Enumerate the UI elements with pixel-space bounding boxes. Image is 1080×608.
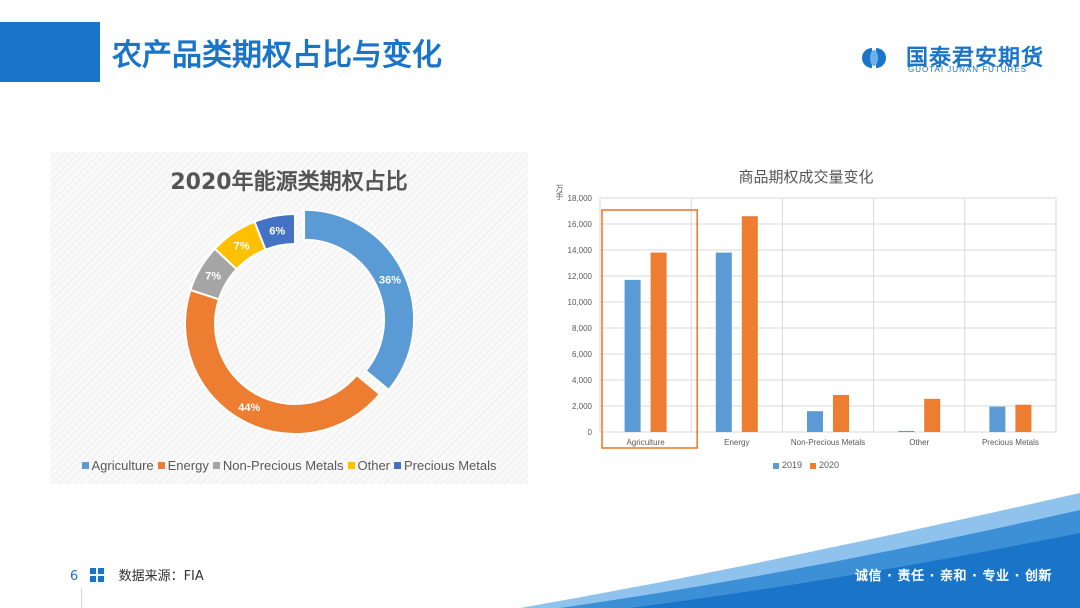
title-accent-bar — [0, 22, 100, 82]
legend-swatch — [212, 462, 220, 470]
bar-chart-panel: 商品期权成交量变化 万手 0 2,000 4,000 6,000 8,000 10,000… — [546, 158, 1066, 478]
bar-2020-non-precious-metals — [833, 394, 849, 432]
legend-label: Non-Precious Metals — [222, 458, 344, 473]
legend-item: 2020 — [810, 460, 839, 470]
donut-slice-energy — [184, 288, 382, 435]
y-tick-label: 10,000 — [568, 298, 593, 307]
footer-divider — [81, 588, 82, 608]
y-tick-label: 18,000 — [568, 194, 593, 203]
bar-2019-non-precious-metals — [807, 411, 823, 432]
legend-label: Energy — [167, 458, 209, 473]
legend-item: 2019 — [772, 460, 802, 470]
donut-data-label: 7% — [205, 271, 221, 283]
source-text: 数据来源：FIA — [118, 569, 204, 584]
legend-swatch — [347, 462, 355, 470]
donut-slice-agriculture — [303, 208, 416, 392]
donut-chart: 36% 44% 7% 7% 6% — [184, 208, 416, 435]
y-tick-label: 14,000 — [568, 246, 593, 255]
footer-wave-decoration — [520, 493, 1080, 608]
x-tick-label: Energy — [724, 438, 749, 447]
legend-label: 2019 — [781, 460, 802, 470]
donut-data-label: 6% — [269, 226, 285, 238]
y-tick-label: 16,000 — [568, 220, 593, 229]
legend-swatch — [394, 462, 402, 470]
bar-2019-energy — [715, 252, 732, 432]
bar-2020-other — [924, 398, 941, 432]
y-tick-label: 4,000 — [572, 376, 593, 385]
donut-slice-precious-metals — [253, 212, 296, 251]
x-tick-label: Agriculture — [626, 438, 665, 447]
bar-2019-agriculture — [624, 279, 641, 432]
legend-label: Precious Metals — [404, 458, 497, 473]
legend-label: Other — [357, 458, 391, 473]
page-number: 6 — [70, 569, 79, 584]
bar-2020-agriculture — [650, 252, 667, 432]
donut-data-label: 36% — [379, 274, 401, 286]
donut-chart-title: 2020年能源类期权占比 — [170, 170, 408, 195]
legend-item: Precious Metals — [394, 458, 497, 473]
y-tick-label: 6,000 — [572, 350, 593, 359]
logo-subtitle: GUOTAI JUNAN FUTURES — [908, 65, 1027, 74]
legend-swatch — [81, 462, 89, 470]
donut-data-label: 44% — [238, 402, 260, 414]
bar-2020-precious-metals — [1015, 404, 1032, 432]
highlight-box — [601, 209, 698, 449]
legend-label: 2020 — [819, 460, 840, 470]
footer-slogan: 诚信 · 责任 · 亲和 · 专业 · 创新 — [855, 569, 1052, 584]
y-tick-label: 8,000 — [572, 324, 593, 333]
gtja-logo-icon — [862, 48, 886, 68]
legend-item: Other — [347, 458, 391, 473]
company-logo: 国泰君安期货 GUOTAI JUNAN FUTURES — [860, 40, 1050, 76]
x-tick-label: Other — [909, 438, 929, 447]
legend-item: Energy — [157, 458, 209, 473]
donut-legend: Agriculture Energy Non-Precious Metals Othe… — [50, 458, 528, 473]
legend-swatch — [810, 462, 816, 469]
page-title: 农产品类期权占比与变化 — [112, 38, 442, 73]
footer-source: 6 数据来源：FIA — [70, 565, 204, 584]
legend-label: Agriculture — [91, 458, 154, 473]
y-tick-label: 12,000 — [568, 272, 593, 281]
donut-data-label: 7% — [234, 240, 250, 252]
bar-2020-energy — [741, 216, 758, 432]
bar-chart-title: 商品期权成交量变化 — [738, 168, 874, 186]
grid-icon — [90, 567, 105, 582]
legend-item: Non-Precious Metals — [212, 458, 344, 473]
bar-2019-other — [898, 430, 915, 432]
legend-item: Agriculture — [81, 458, 154, 473]
donut-chart-panel: 2020年能源类期权占比 36% 44% 7% 7% 6% Agriculture Ene… — [50, 152, 528, 484]
logo-name: 国泰君安期货 — [906, 46, 1045, 71]
bar-2019-precious-metals — [989, 406, 1006, 432]
x-tick-label: Precious Metals — [982, 438, 1039, 447]
y-tick-label: 0 — [588, 428, 593, 437]
x-tick-label: Non-Precious Metals — [791, 438, 865, 447]
y-tick-label: 2,000 — [572, 402, 593, 411]
y-axis-unit: 万手 — [555, 184, 564, 200]
legend-swatch — [157, 462, 165, 470]
bar-chart: 0 2,000 4,000 6,000 8,000 10,000 12,000 14,000 1… — [568, 194, 1057, 449]
bar-legend: 2019 2020 — [546, 460, 1066, 470]
legend-swatch — [772, 462, 779, 469]
